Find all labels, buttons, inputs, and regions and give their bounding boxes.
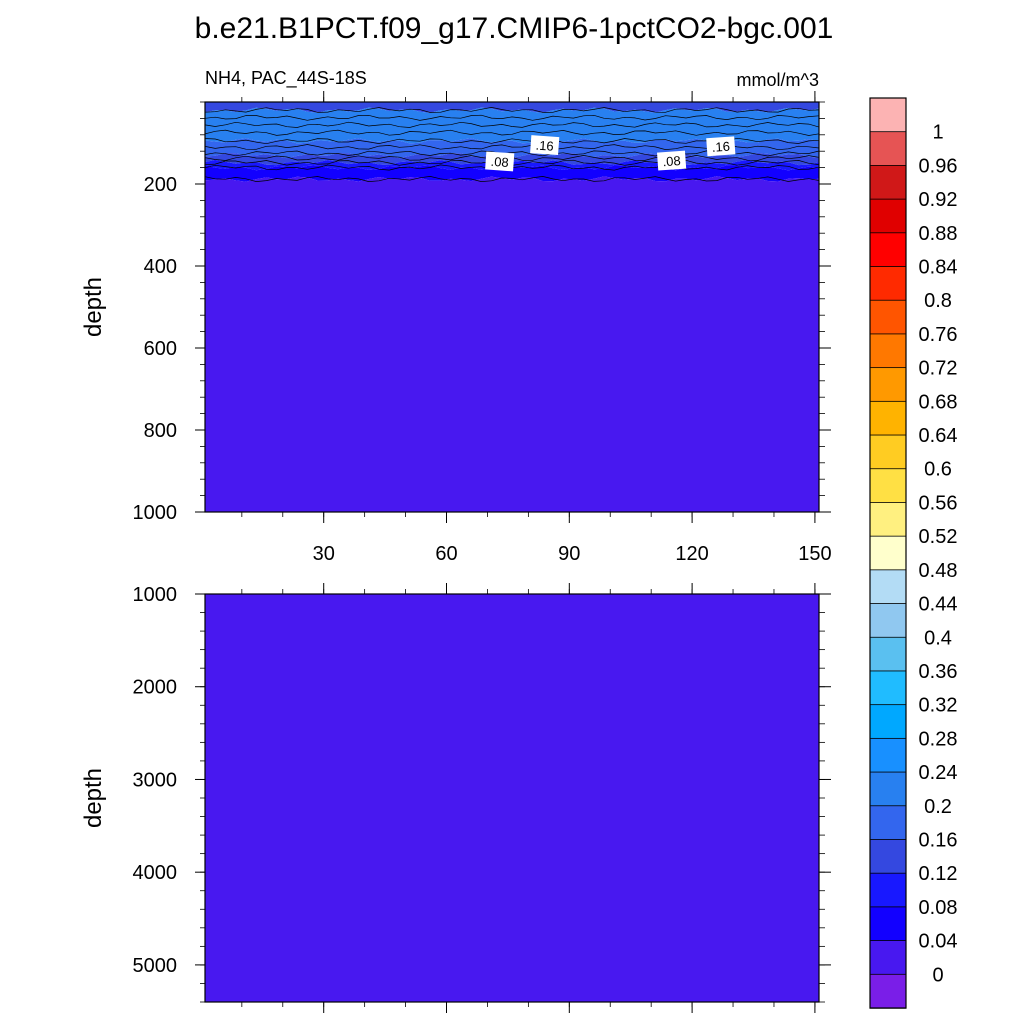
colorbar-swatch xyxy=(869,97,907,133)
contour-line xyxy=(204,129,820,136)
colorbar-label: 0.84 xyxy=(919,257,958,279)
colorbar-swatch xyxy=(869,400,907,436)
contour-band xyxy=(205,594,819,1002)
y-tick-label: 5000 xyxy=(133,955,178,977)
colorbar-swatch xyxy=(869,232,907,268)
panel1-ylabel: depth xyxy=(80,277,107,337)
colorbar-swatch xyxy=(869,603,907,638)
y-tick-label: 400 xyxy=(144,256,177,278)
panel1-subtitle-right: mmol/m^3 xyxy=(737,70,819,90)
colorbar-swatch xyxy=(869,434,907,470)
colorbar-swatch xyxy=(869,839,907,874)
colorbar-swatch xyxy=(869,670,907,706)
colorbar-label: 0.28 xyxy=(919,728,958,750)
panel1-subtitle-left: NH4, PAC_44S-18S xyxy=(205,68,367,89)
contour-line xyxy=(204,176,820,182)
colorbar-label: 0.52 xyxy=(919,526,958,548)
y-tick-label: 800 xyxy=(144,420,177,442)
contour-band xyxy=(205,107,819,144)
contour-label-box xyxy=(530,135,560,156)
colorbar-swatch xyxy=(869,737,907,773)
figure-title: b.e21.B1PCT.f09_g17.CMIP6-1pctCO2-bgc.00… xyxy=(195,12,834,45)
colorbar-label: 0 xyxy=(932,964,943,986)
panel-2: 1000 2000 3000 4000 5000 xyxy=(133,583,831,1013)
colorbar-swatch xyxy=(869,131,907,167)
contour-label: .08 xyxy=(490,154,509,170)
contour-label: .16 xyxy=(535,137,554,153)
contour-label: .08 xyxy=(662,153,681,169)
colorbar-label: 0.24 xyxy=(919,762,958,784)
colorbar-label: 0.8 xyxy=(924,290,952,312)
colorbar-swatch xyxy=(869,771,907,807)
contour-line xyxy=(204,114,820,121)
contour-label-box xyxy=(485,151,515,172)
panel-1: .16 .16 .08 .08 200 400 600 800 1000 30 60 90 120 150 xyxy=(133,91,832,565)
colorbar-swatch xyxy=(869,636,907,672)
colorbar-label: 0.64 xyxy=(919,425,958,447)
contour-band xyxy=(205,176,819,513)
colorbar-swatch xyxy=(869,805,907,841)
colorbar-label: 0.08 xyxy=(919,897,958,919)
colorbar-swatch xyxy=(869,704,907,740)
y-tick-label: 1000 xyxy=(133,584,178,606)
colorbar-label: 0.68 xyxy=(919,391,958,413)
colorbar-label: 0.4 xyxy=(924,627,952,649)
colorbar-swatch xyxy=(869,198,907,234)
panel2-ylabel: depth xyxy=(80,768,107,828)
colorbar-label: 0.48 xyxy=(919,560,958,582)
x-tick-label: 150 xyxy=(798,543,831,565)
contour-label-box xyxy=(657,150,687,171)
colorbar-label: 0.44 xyxy=(919,594,958,616)
contour-label: .16 xyxy=(711,139,730,155)
y-tick-label: 1000 xyxy=(133,502,178,524)
colorbar-label: 0.12 xyxy=(919,863,958,885)
colorbar-label: 0.92 xyxy=(919,189,958,211)
colorbar-frame xyxy=(869,97,907,1009)
y-tick-label: 200 xyxy=(144,174,177,196)
colorbar-swatch xyxy=(869,468,907,504)
contour-line xyxy=(204,121,820,128)
colorbar-label: 0.36 xyxy=(919,661,958,683)
colorbar-swatch xyxy=(869,333,907,369)
y-tick-label: 4000 xyxy=(133,862,178,884)
colorbar-label: 0.6 xyxy=(924,459,952,481)
x-tick-label: 60 xyxy=(435,543,457,565)
colorbar-swatch xyxy=(869,906,907,942)
colorbar-swatch xyxy=(869,535,907,571)
plot-frame xyxy=(204,101,820,513)
colorbar-swatch xyxy=(869,973,907,1009)
contour-label-box xyxy=(706,136,736,157)
colorbar-swatch xyxy=(869,299,907,335)
colorbar-label: 0.32 xyxy=(919,695,958,717)
x-tick-label: 120 xyxy=(675,543,708,565)
x-tick-label: 90 xyxy=(558,543,580,565)
colorbar-label: 0.76 xyxy=(919,324,958,346)
colorbar-label: 0.88 xyxy=(919,223,958,245)
colorbar-swatch xyxy=(869,165,907,200)
colorbar-swatch xyxy=(869,569,907,605)
colorbar-label: 0.16 xyxy=(919,830,958,852)
colorbar-swatch xyxy=(869,266,907,301)
colorbar-swatch xyxy=(869,367,907,403)
colorbar-label: 0.04 xyxy=(919,931,958,953)
y-tick-label: 3000 xyxy=(133,769,178,791)
colorbar-label: 1 xyxy=(932,122,943,144)
colorbar-swatch xyxy=(869,872,907,908)
y-tick-label: 600 xyxy=(144,338,177,360)
colorbar-swatch xyxy=(869,940,907,975)
x-tick-label: 30 xyxy=(313,543,335,565)
colorbar-swatch xyxy=(869,502,907,537)
contour-line xyxy=(204,107,820,113)
y-tick-label: 2000 xyxy=(133,677,178,699)
colorbar-label: 0.56 xyxy=(919,492,958,514)
colorbar-label: 0.72 xyxy=(919,358,958,380)
contour-band xyxy=(205,102,819,113)
colorbar-label: 0.96 xyxy=(919,155,958,177)
colorbar-label: 0.2 xyxy=(924,796,952,818)
